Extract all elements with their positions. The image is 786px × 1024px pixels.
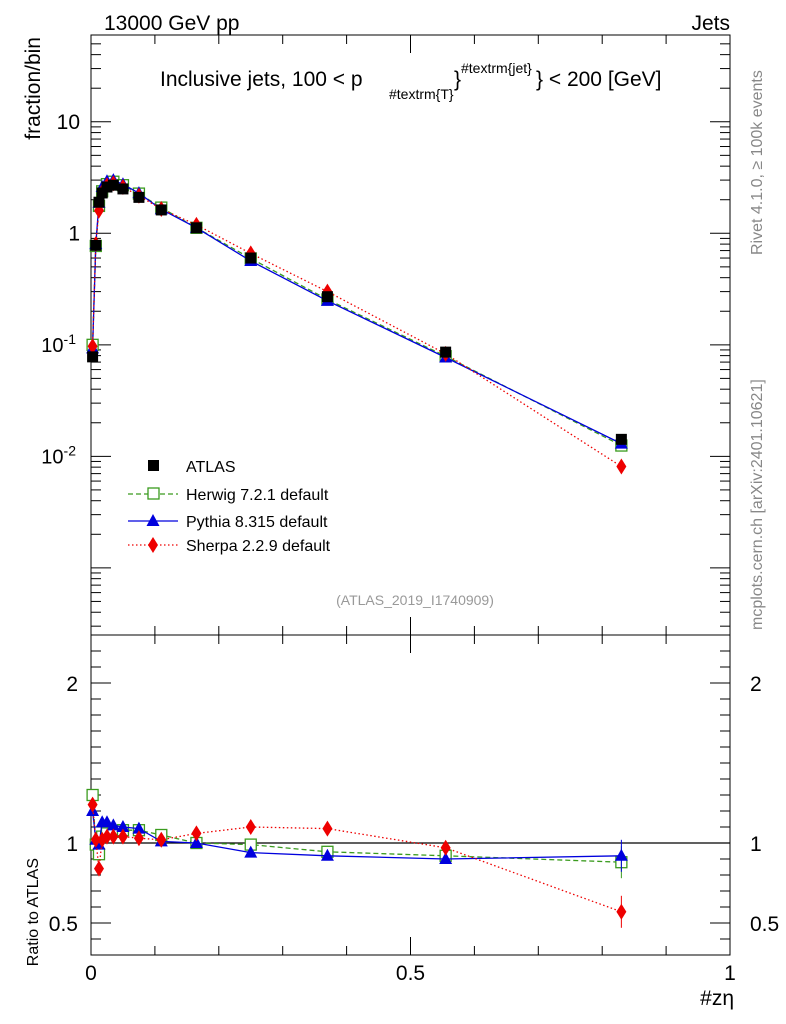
herwig-line (91, 181, 622, 447)
sherpa-ratio-point (322, 820, 333, 837)
chart-title-sup: #textrm{jet} (461, 60, 532, 76)
atlas-point (190, 222, 202, 234)
ratio-series-group (86, 788, 628, 928)
legend-atlas-marker (148, 460, 159, 471)
legend-herwig-marker (147, 487, 160, 500)
header-right: Jets (691, 12, 730, 35)
atlas-point (101, 181, 113, 193)
sherpa-ratio-point (108, 828, 119, 845)
y-tick-label: 10 (57, 111, 80, 134)
y-tick-label: 1 (68, 222, 80, 245)
sherpa-ratio-point (87, 796, 98, 813)
sherpa-ratio-point (101, 828, 112, 845)
x-axis-label: #zη (700, 987, 734, 1010)
atlas-point (155, 204, 167, 216)
sherpa-point (616, 458, 627, 475)
pythia-ratio-point (189, 836, 203, 848)
legend-herwig-label: Herwig 7.2.1 default (186, 487, 329, 504)
legend-sherpa-marker (148, 537, 158, 553)
y-axis-label: fraction/bin (22, 37, 45, 140)
y-tick-label-exp: -2 (64, 442, 77, 458)
herwig-ratio-point (92, 848, 106, 861)
pythia-ratio-point (116, 820, 130, 832)
sherpa-ratio-point (117, 828, 128, 845)
atlas-point (440, 346, 452, 358)
atlas-point (245, 252, 257, 264)
ratio-tick-label-left: 0.5 (49, 913, 78, 936)
chart-title-main: Inclusive jets, 100 < p (160, 68, 363, 91)
sherpa-ratio-point (93, 860, 104, 877)
legend-pythia-label: Pythia 8.315 default (186, 514, 328, 531)
pythia-ratio-line (91, 810, 622, 860)
x-tick-label: 0 (85, 962, 97, 985)
legend-sherpa-label: Sherpa 2.2.9 default (186, 538, 331, 555)
x-tick-label: 0.5 (396, 962, 425, 985)
sherpa-ratio-point (245, 819, 256, 835)
sherpa-ratio-point (133, 830, 144, 847)
y-tick-label-base: 10 (41, 335, 63, 357)
atlas-point (321, 291, 333, 303)
legend-pythia-marker (146, 514, 160, 526)
ratio-tick-label-right: 1 (750, 833, 762, 856)
pythia-ratio-point (132, 821, 146, 834)
y-tick-label-exp: -1 (64, 331, 77, 347)
ratio-tick-label-left: 2 (66, 673, 78, 696)
herwig-ratio-line (91, 794, 622, 863)
pythia-ratio-point (106, 818, 120, 831)
analysis-id: (ATLAS_2019_I1740909) (336, 592, 494, 608)
rivet-version-label: Rivet 4.1.0, ≥ 100k events (749, 70, 766, 255)
legend-atlas-label: ATLAS (186, 459, 236, 476)
chart-title-sub: #textrm{T} (389, 86, 454, 102)
atlas-point (107, 179, 119, 191)
pythia-ratio-point (439, 852, 453, 864)
ratio-tick-label-right: 2 (750, 673, 762, 696)
header-left: 13000 GeV pp (104, 12, 239, 35)
ratio-tick-label-left: 1 (66, 833, 78, 856)
main-series-group (86, 173, 628, 475)
sherpa-point (87, 338, 98, 355)
sherpa-ratio-point (440, 839, 451, 856)
chart-title-tail: } < 200 [GeV] (536, 68, 662, 91)
chart-title-brace: } (454, 68, 461, 91)
legend: ATLAS Herwig 7.2.1 default Pythia 8.315 … (128, 459, 331, 555)
pythia-line (91, 179, 622, 445)
mcplots-label: mcplots.cern.ch [arXiv:2401.10621] (749, 379, 766, 630)
atlas-point (90, 239, 102, 251)
sherpa-ratio-point (90, 831, 101, 848)
y-tick-label: 10-2 (41, 442, 76, 468)
atlas-point (133, 191, 145, 203)
ratio-plot-frame (90, 634, 731, 956)
atlas-point (117, 183, 129, 195)
y-tick-label-base: 10 (41, 446, 63, 468)
sherpa-line (91, 182, 622, 468)
atlas-point (615, 433, 627, 445)
ratio-tick-label-right: 0.5 (750, 913, 779, 936)
pythia-ratio-point (244, 845, 258, 858)
pythia-ratio-point (320, 848, 334, 861)
y-tick-label: 10-1 (41, 331, 76, 357)
atlas-point (87, 351, 99, 363)
sherpa-ratio-point (191, 825, 202, 842)
x-tick-label: 1 (724, 962, 736, 985)
atlas-point (93, 196, 105, 208)
ratio-axis-ticks: 0 0.5 1 0.5 0.5 1 1 2 2 (49, 634, 779, 985)
atlas-point (96, 187, 108, 199)
sherpa-ratio-line (91, 804, 622, 913)
ratio-y-axis-label: Ratio to ATLAS (25, 858, 42, 966)
chart-title: Inclusive jets, 100 < p (160, 68, 363, 91)
sherpa-ratio-point (156, 831, 167, 848)
